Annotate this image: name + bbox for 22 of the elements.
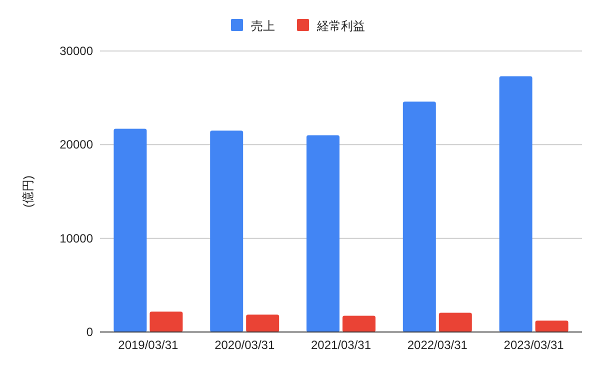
x-tick-label: 2019/03/31 bbox=[118, 338, 179, 352]
bar bbox=[210, 130, 244, 332]
legend-label: 経常利益 bbox=[316, 19, 365, 33]
bar bbox=[342, 316, 376, 332]
x-tick-label: 2020/03/31 bbox=[214, 338, 275, 352]
bar bbox=[499, 76, 532, 332]
y-tick-label: 30000 bbox=[60, 44, 94, 58]
legend-label: 売上 bbox=[251, 19, 275, 33]
bar bbox=[114, 128, 147, 332]
bar bbox=[402, 102, 436, 332]
bar bbox=[150, 312, 183, 332]
x-tick-label: 2022/03/31 bbox=[407, 338, 468, 352]
bar bbox=[438, 312, 472, 332]
bar bbox=[306, 135, 340, 332]
x-tick-label: 2023/03/31 bbox=[504, 338, 564, 352]
x-tick-label: 2021/03/31 bbox=[310, 338, 372, 352]
bar bbox=[246, 314, 280, 332]
y-tick-label: 20000 bbox=[60, 138, 94, 152]
y-tick-label: 0 bbox=[86, 325, 94, 339]
y-tick-label: 10000 bbox=[60, 231, 94, 246]
bar bbox=[535, 320, 568, 332]
y-axis-title: (億円) bbox=[21, 176, 35, 208]
